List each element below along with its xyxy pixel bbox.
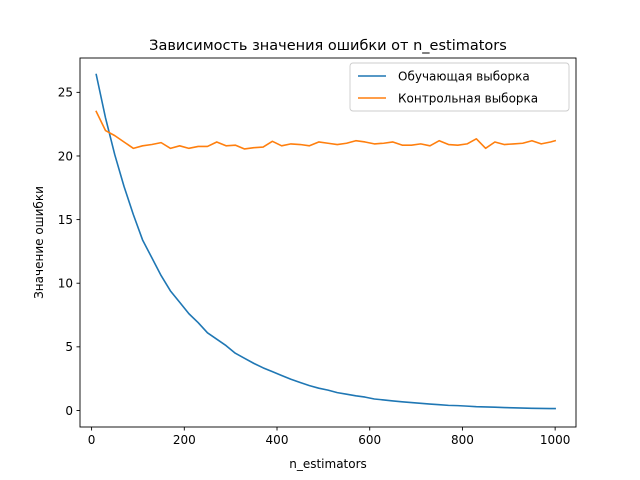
plot-frame — [79, 57, 577, 428]
x-axis-label: n_estimators — [289, 457, 367, 471]
legend-label: Контрольная выборка — [398, 91, 538, 105]
x-tick-label: 800 — [451, 433, 474, 447]
y-tick-label: 20 — [58, 149, 73, 163]
x-tick-label: 1000 — [540, 433, 571, 447]
series-line-2 — [95, 110, 557, 150]
ticks-layer: 0 200 400 600 800 1000 0 5 10 15 20 25 — [58, 86, 571, 447]
legend-box — [349, 62, 570, 112]
y-tick-label: 0 — [65, 404, 73, 418]
x-tick-label: 0 — [88, 433, 96, 447]
y-axis-label: Значение ошибки — [32, 186, 46, 299]
x-tick-label: 600 — [358, 433, 381, 447]
y-tick-label: 15 — [58, 213, 73, 227]
chart-title: Зависимость значения ошибки от n_estimat… — [149, 38, 507, 54]
y-tick-label: 25 — [58, 86, 73, 100]
series-layer — [95, 73, 557, 410]
x-tick-label: 400 — [266, 433, 289, 447]
legend-label: Обучающая выборка — [398, 69, 530, 83]
y-tick-label: 5 — [65, 340, 73, 354]
series-line-1 — [95, 73, 556, 410]
y-tick-label: 10 — [58, 277, 73, 291]
legend: Обучающая выборка Контрольная выборка — [349, 62, 570, 112]
x-tick-label: 200 — [173, 433, 196, 447]
